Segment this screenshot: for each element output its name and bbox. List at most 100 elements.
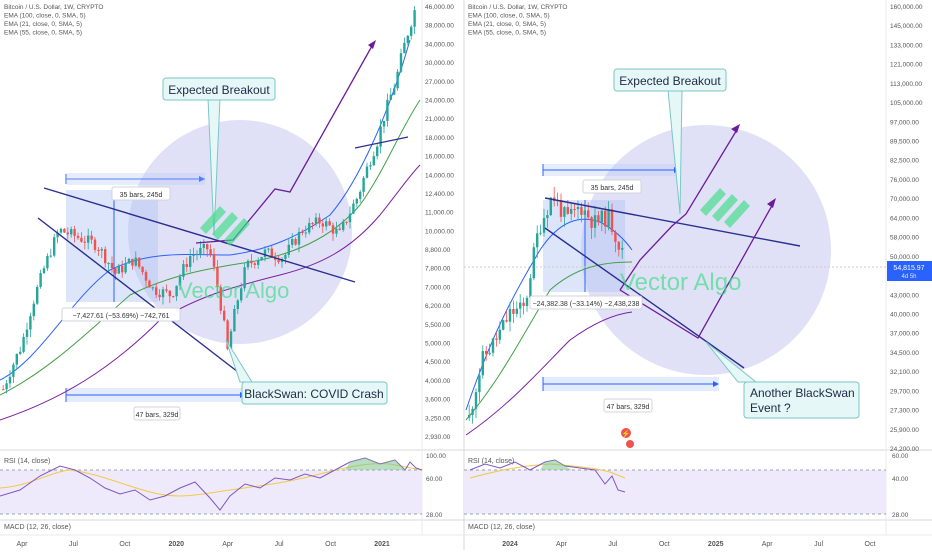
price-tick-label: 34,500.00: [890, 350, 919, 357]
candle-body: [19, 351, 22, 354]
blackswan-callout[interactable]: BlackSwan: COVID Crash: [225, 339, 388, 405]
candle-body: [498, 329, 501, 340]
wedge-lower-line: [544, 227, 745, 369]
range-label-change: −7,427.61 (−53.69%) −742,761: [61, 307, 181, 322]
candle-body: [495, 338, 498, 340]
bottom-range-label: 47 bars, 329d: [133, 406, 181, 421]
candle-body: [542, 218, 546, 233]
candle-body: [263, 249, 267, 258]
expected-breakout-callout[interactable]: Expected Breakout: [162, 77, 276, 236]
candle-body: [189, 255, 192, 267]
price-tick-label: 32,100.00: [890, 369, 919, 376]
ema-trendline: [354, 136, 409, 149]
candle-body: [246, 260, 250, 268]
candle-body: [294, 239, 297, 245]
projection-arrow-bull: [619, 127, 739, 291]
candle-body: [532, 247, 535, 279]
expected-breakout-text: Expected Breakout: [619, 74, 721, 88]
price-tick-label: 12,400.00: [425, 191, 454, 198]
candle-body: [621, 247, 624, 250]
right-chart-panel[interactable]: Expected Breakout Another BlackSwan Even…: [464, 4, 932, 548]
event-markers[interactable]: ⚡: [621, 428, 634, 448]
left-candles: [2, 6, 416, 394]
candle-body: [481, 351, 484, 376]
candle-body: [151, 287, 154, 289]
candle-body: [25, 329, 29, 337]
candle-body: [76, 235, 80, 238]
price-tick-label: 6,200.00: [425, 303, 451, 310]
right-legend: Bitcoin / U.S. Dollar, 1W, CRYPTO EMA (10…: [468, 4, 567, 37]
rsi-band: [464, 470, 886, 514]
candle-body: [253, 263, 256, 265]
candle-body: [348, 213, 352, 223]
candle-body: [46, 255, 49, 269]
rsi-ma-line: [0, 463, 423, 497]
wedge-upper-line: [43, 187, 356, 283]
candle-body: [617, 241, 620, 250]
left-chart-panel[interactable]: Expected Breakout BlackSwan: COVID Crash…: [0, 4, 454, 548]
candle-body: [522, 302, 525, 306]
wedge-lower-line: [37, 217, 239, 373]
candle-body: [250, 260, 253, 264]
candle-body: [63, 228, 66, 233]
candle-body: [233, 308, 236, 332]
time-tick-label: Oct: [659, 541, 670, 548]
right-candles: [468, 186, 624, 424]
left-price-axis[interactable]: 46,000.00 38,000.00 34,000.00 30,000.00 27,0…: [425, 4, 454, 441]
legend-line: EMA (55, close, 0, SMA, 5): [4, 30, 82, 37]
blackswan-callout[interactable]: Another BlackSwan Event ?: [705, 341, 860, 419]
candle-body: [8, 376, 12, 384]
watermark-logo: Vector Algo: [620, 188, 750, 296]
candle-body: [158, 294, 161, 298]
price-tick-label: 5,000.00: [425, 341, 451, 348]
rsi-tick-label: 28.00: [426, 512, 443, 519]
macd-label: MACD (12, 26, close): [4, 524, 71, 531]
time-tick-label: 2025: [708, 541, 724, 548]
candle-body: [314, 217, 318, 224]
candle-body: [12, 364, 15, 377]
price-tick-label: 145,000.00: [890, 23, 923, 30]
price-tick-label: 70,000.00: [890, 196, 919, 203]
candle-body: [573, 208, 576, 210]
price-tick-label: 160,000.00: [890, 4, 923, 11]
price-tick-label: 25,900.00: [890, 427, 919, 434]
range-label-change: −24,382.38 (−33.14%) −2,438,238: [529, 295, 643, 310]
candle-body: [515, 308, 518, 314]
price-tick-label: 3,600.00: [425, 397, 451, 404]
candle-body: [39, 273, 42, 287]
candle-body: [359, 191, 362, 199]
price-tick-label: 105,000.00: [890, 100, 923, 107]
candle-body: [396, 71, 399, 89]
time-tick-label: Oct: [325, 541, 336, 548]
rsi-label: RSI (14, close): [4, 458, 50, 465]
candle-body: [508, 308, 512, 322]
price-tick-label: 76,000.00: [890, 177, 919, 184]
price-tick-label: 97,000.00: [890, 119, 919, 126]
candle-body: [226, 320, 229, 349]
candle-body: [376, 146, 379, 157]
candle-body: [284, 254, 287, 259]
candle-body: [110, 262, 114, 269]
price-tick-label: 121,000.00: [890, 62, 923, 69]
candle-body: [15, 353, 18, 365]
candle-body: [134, 257, 137, 266]
candle-body: [382, 120, 386, 127]
candle-body: [590, 217, 593, 228]
right-time-axis[interactable]: 2024 Apr Jul Oct 2025 Apr Jul Oct: [502, 541, 875, 548]
right-price-axis[interactable]: 160,000.00 145,000.00 133,000.00 121,000.00…: [890, 4, 923, 453]
candle-body: [138, 257, 141, 267]
expected-breakout-text: Expected Breakout: [168, 83, 270, 97]
candle-body: [42, 268, 46, 274]
candle-body: [73, 229, 76, 236]
candle-body: [372, 156, 375, 166]
expected-breakout-callout[interactable]: Expected Breakout: [613, 68, 727, 215]
bottom-range-text: 47 bars, 329d: [136, 412, 179, 419]
left-time-axis[interactable]: Apr Jul Oct 2020 Apr Jul Oct 2021: [17, 541, 390, 548]
price-tick-label: 82,500.00: [890, 158, 919, 165]
candle-body: [97, 249, 100, 251]
candle-body: [478, 375, 481, 393]
time-tick-label: Apr: [556, 541, 568, 548]
candle-body: [192, 254, 195, 256]
candle-body: [406, 35, 409, 43]
candle-body: [365, 166, 369, 178]
